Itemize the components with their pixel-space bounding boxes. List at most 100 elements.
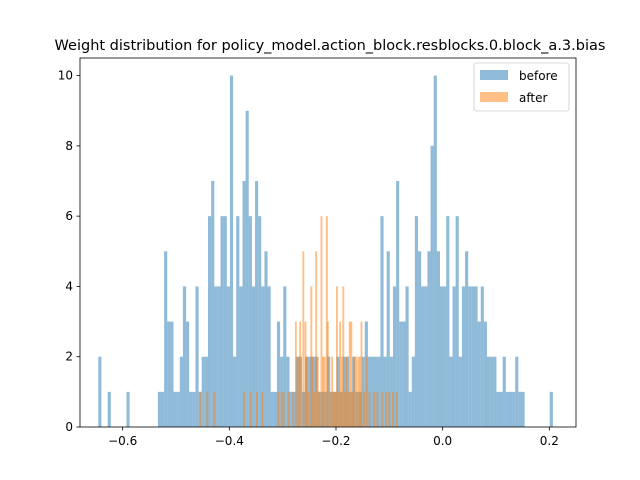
bar-after [395,391,398,427]
bar-after [256,391,258,427]
bar-after [322,356,324,427]
bar-before [289,391,293,427]
bar-after [345,356,348,427]
bar-before [383,356,387,427]
bar-before [449,356,453,427]
bar-before [276,321,281,427]
bar-before [167,321,171,427]
bar-after [388,391,391,427]
bar-after [340,356,343,427]
bar-after [213,391,216,427]
bar-after [337,391,340,427]
bar-after [331,356,334,427]
bar-after [355,356,358,427]
legend-swatch-after [480,92,508,102]
bar-before [408,391,412,427]
bar-before [443,286,447,427]
bar-before [173,391,177,427]
bar-after [243,391,246,427]
bar-before [471,286,475,427]
chart-title: Weight distribution for policy_model.act… [55,38,606,54]
bar-before [361,356,365,427]
x-tick-label: −0.2 [321,434,350,448]
bar-before [377,356,381,427]
bar-before [204,356,208,427]
bar-before [270,391,274,427]
bar-before [480,286,484,427]
bar-after [307,391,310,427]
bar-before [396,181,400,427]
bar-before [211,181,215,427]
bar-after [305,356,308,427]
bar-before [474,286,478,427]
bar-before [233,356,237,427]
bar-after [311,356,314,427]
bar-before [499,391,503,427]
bar-before [242,181,246,427]
bar-after [297,356,299,427]
axes: −0.6 −0.4 −0.2 0.0 0.2 0 2 4 6 8 10 [58,57,577,448]
bar-after [350,321,353,427]
bar-before [483,321,487,427]
bar-before [226,286,230,427]
bar-after [373,391,376,427]
bar-before [493,356,497,427]
bar-after [392,391,394,427]
bar-before [505,391,509,427]
bar-before [477,321,481,427]
bar-after [368,391,371,427]
bar-after [249,391,252,427]
bar-after [325,216,328,427]
y-tick-label: 10 [58,69,73,83]
x-tick-label: 0.2 [540,434,559,448]
bar-before [342,356,346,427]
bar-before [399,321,403,427]
bar-before [223,216,227,427]
bar-after [363,391,366,427]
bar-before [236,216,240,427]
bar-after [348,321,351,427]
bar-after [304,321,307,427]
bar-after [342,286,345,427]
bar-before [217,286,221,427]
bar-after [344,391,346,427]
bar-after [277,391,280,427]
bar-before [521,391,525,427]
bar-after [287,391,290,427]
bar-after [376,391,379,427]
bar-before [176,391,180,427]
bar-after [352,391,354,427]
bar-before [389,356,393,427]
bar-before [421,286,425,427]
bar-before [508,391,513,427]
bar-after [261,391,264,427]
bar-before [182,286,187,427]
bar-before [411,356,415,427]
bar-before [189,391,193,427]
bar-before [374,356,378,427]
bar-before [286,356,290,427]
bar-after [318,391,321,427]
legend-label-after: after [519,91,547,105]
bar-after [332,391,335,427]
legend-label-before: before [519,69,558,83]
bar-before [392,286,397,427]
bar-after [316,356,319,427]
bar-before [186,321,190,427]
bar-after [315,251,318,427]
bar-after [358,356,361,427]
bar-before [418,251,422,427]
bar-after [336,286,338,427]
bar-before [292,391,296,427]
bar-after [334,391,337,427]
bar-before [496,391,500,427]
bar-before [518,391,522,427]
bar-before [255,181,259,427]
x-tick-label: 0.0 [433,434,452,448]
bar-before [107,391,111,427]
bar-before [273,391,277,427]
bar-after [385,391,387,427]
bar-before [367,356,371,427]
bar-before [201,356,205,427]
bar-before [208,216,212,427]
